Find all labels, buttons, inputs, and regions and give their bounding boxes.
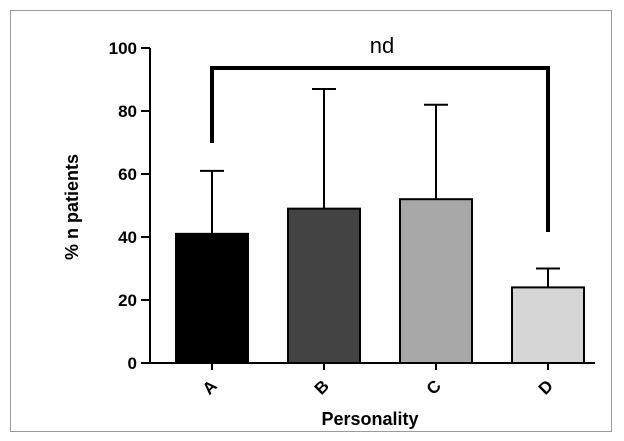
x-tick-label: C bbox=[423, 376, 445, 398]
y-ticks: 0 20 40 60 80 100 bbox=[109, 39, 150, 373]
x-tick-label: B bbox=[311, 376, 333, 398]
significance-bracket: nd bbox=[210, 33, 550, 232]
y-tick-label: 0 bbox=[128, 354, 137, 373]
bar-c bbox=[399, 198, 473, 364]
y-tick-label: 80 bbox=[118, 102, 137, 121]
x-ticks: A B C D bbox=[199, 363, 557, 399]
y-tick-label: 40 bbox=[118, 228, 137, 247]
bar-d bbox=[511, 286, 585, 364]
bar-a bbox=[175, 232, 249, 364]
y-axis-title: % n patients bbox=[62, 154, 82, 260]
bar-b bbox=[287, 207, 361, 364]
significance-label: nd bbox=[370, 33, 394, 58]
y-tick-label: 20 bbox=[118, 291, 137, 310]
y-tick-label: 60 bbox=[118, 165, 137, 184]
y-tick-label: 100 bbox=[109, 39, 137, 58]
bars bbox=[175, 87, 585, 364]
x-tick-label: D bbox=[535, 376, 557, 398]
bracket-line bbox=[210, 66, 550, 232]
x-axis-title: Personality bbox=[321, 409, 418, 429]
x-tick-label: A bbox=[199, 376, 221, 398]
